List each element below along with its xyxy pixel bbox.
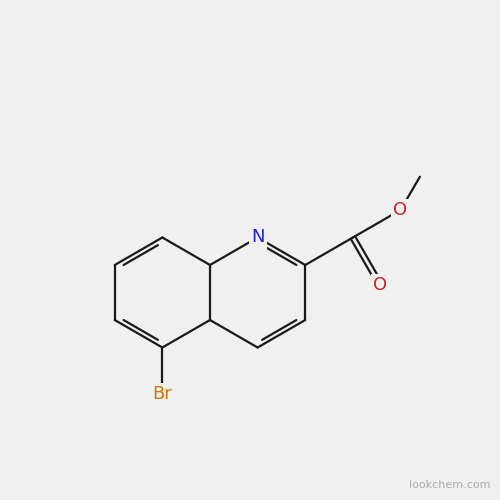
Text: O: O bbox=[374, 276, 388, 294]
Text: N: N bbox=[251, 228, 264, 246]
Text: lookchem.com: lookchem.com bbox=[408, 480, 490, 490]
Text: O: O bbox=[394, 201, 407, 219]
Text: Br: Br bbox=[152, 385, 172, 403]
